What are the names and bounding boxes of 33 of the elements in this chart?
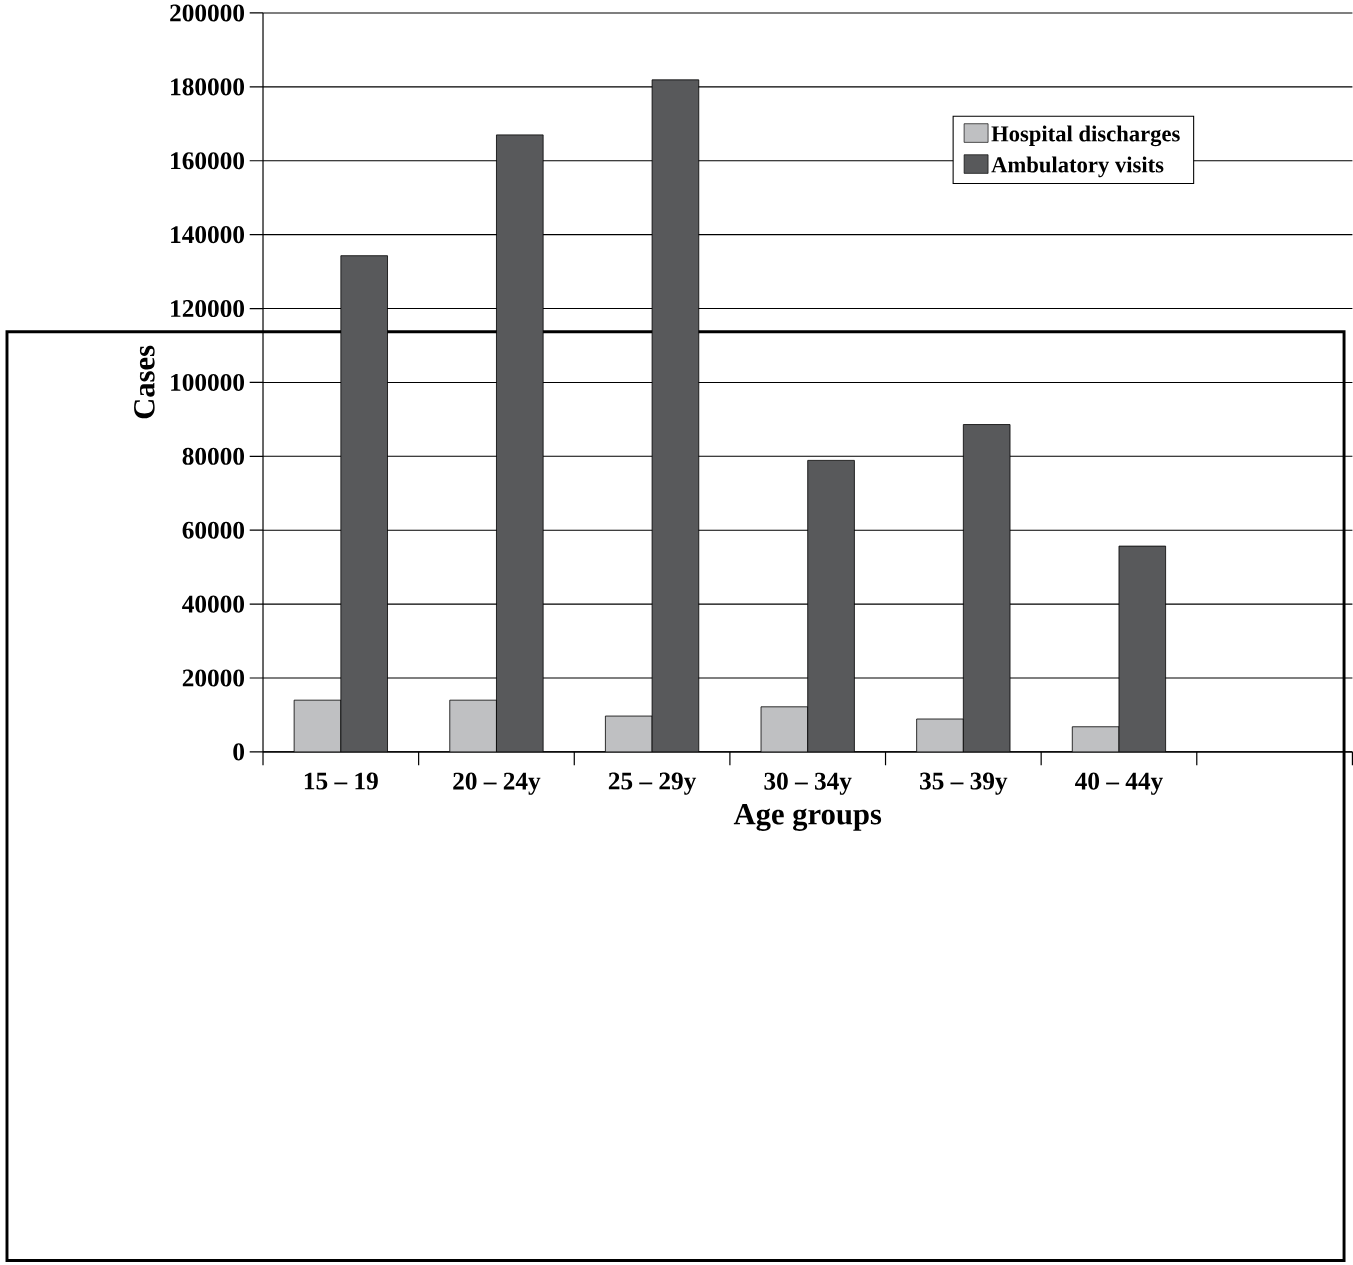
bar (760, 706, 809, 752)
y-tick-label: 180000 (171, 78, 245, 96)
legend-label: Hospital discharges (991, 125, 1180, 147)
y-tick-label: 20000 (182, 669, 245, 687)
y-tick-label: 0 (233, 743, 245, 761)
bar (449, 699, 497, 752)
bar (916, 718, 964, 752)
bar (605, 715, 653, 752)
x-tick-label: 15 – 19 (304, 772, 378, 790)
bar (1071, 726, 1120, 752)
x-tick-label: 25 – 29y (608, 772, 697, 795)
x-tick-label: 30 – 34y (764, 772, 852, 795)
bar (651, 79, 700, 752)
bar (340, 255, 388, 752)
x-tick-label: 20 – 24y (453, 772, 541, 795)
y-tick-label: 100000 (171, 373, 245, 391)
x-axis-title: Age groups (733, 803, 882, 831)
y-axis-title: Cases (134, 345, 155, 419)
y-tick-label: 120000 (171, 299, 245, 317)
y-tick-label: 80000 (182, 447, 245, 465)
y-tick-label: 40000 (182, 595, 245, 613)
bar (1118, 545, 1167, 752)
bar (293, 699, 342, 752)
y-tick-label: 200000 (170, 4, 245, 22)
x-tick-label: 40 – 44y (1075, 772, 1163, 795)
legend-label: Ambulatory visits (991, 156, 1164, 177)
y-tick-label: 140000 (171, 225, 245, 243)
y-tick-label: 160000 (171, 152, 245, 170)
x-tick-label: 35 – 39y (920, 772, 1008, 795)
bar (962, 423, 1011, 752)
y-tick-label: 60000 (182, 521, 245, 539)
bar (807, 459, 855, 752)
bar (496, 134, 544, 752)
